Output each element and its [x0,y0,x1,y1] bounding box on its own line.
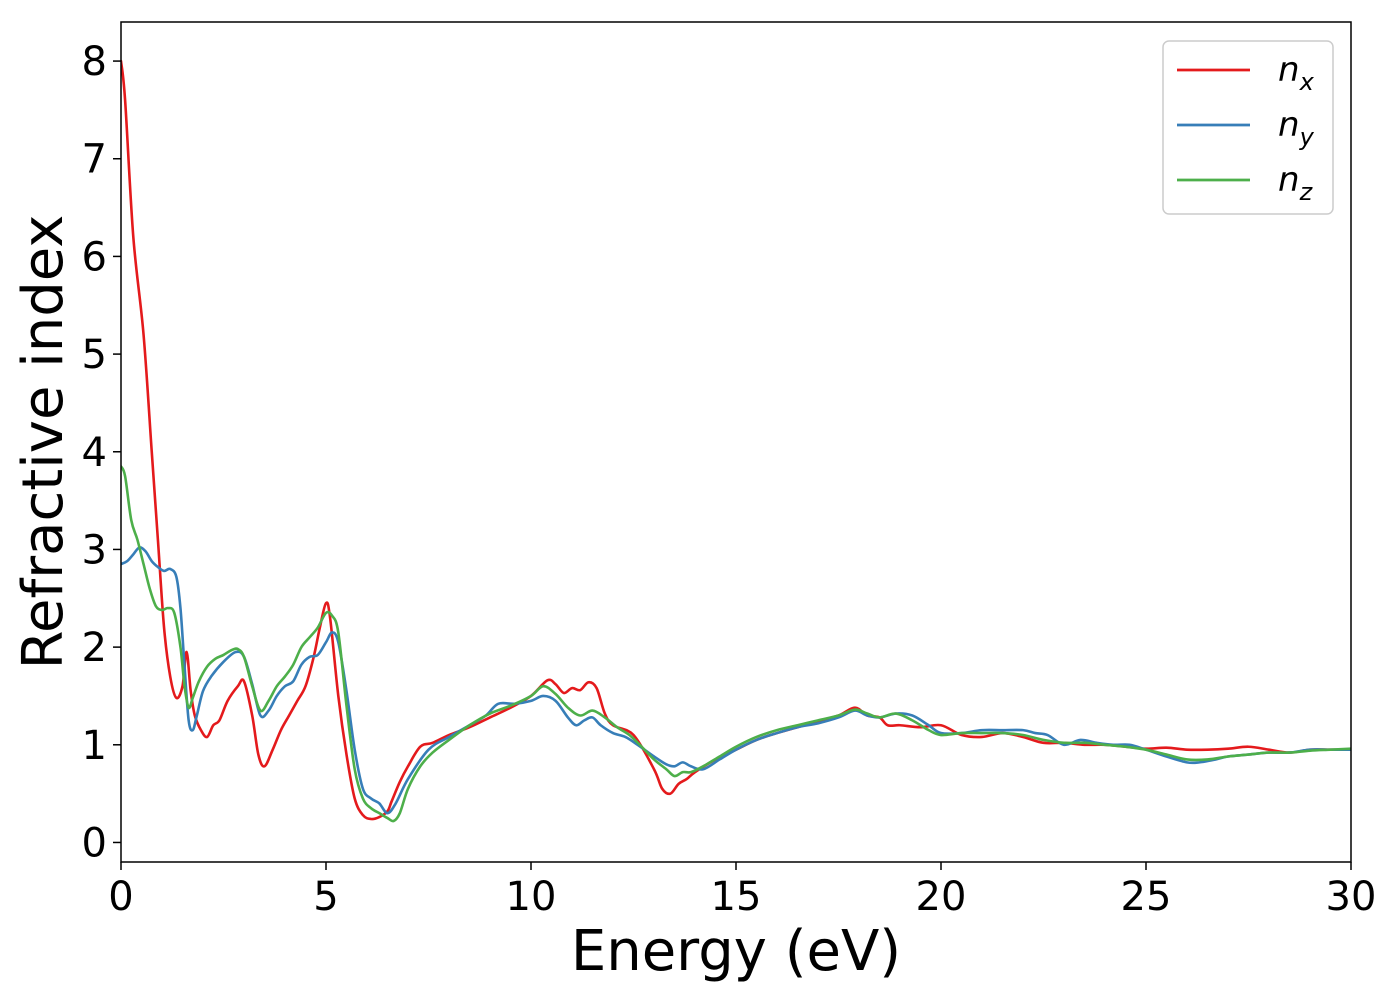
legend-label-subscript: x [1299,68,1315,96]
x-tick-label: 20 [916,874,967,920]
series-line-nz [121,465,1351,823]
legend-label-subscript: z [1299,178,1314,206]
y-tick-label: 2 [82,625,107,671]
y-tick-label: 5 [82,332,107,378]
legend-label-base: n [1278,105,1300,145]
legend-label-base: n [1278,160,1300,200]
x-axis: 0 5 10 15 20 25 30 [108,862,1376,920]
y-tick-label: 0 [82,820,107,866]
x-tick-label: 0 [108,874,133,920]
y-tick-label: 6 [82,234,107,280]
y-tick-label: 1 [82,723,107,769]
y-tick-label: 3 [82,527,107,573]
x-axis-label: Energy (eV) [571,919,901,984]
legend-label-nz: nz [1278,160,1314,206]
legend-label-subscript: y [1299,123,1315,151]
y-tick-label: 7 [82,137,107,183]
legend-label-base: n [1278,50,1300,90]
x-tick-label: 15 [711,874,762,920]
legend-label-ny: ny [1278,105,1315,151]
x-tick-label: 25 [1121,874,1172,920]
y-axis-label: Refractive index [11,215,76,670]
x-tick-label: 10 [506,874,557,920]
y-tick-label: 4 [82,430,107,476]
series-layer [121,59,1351,823]
legend-label-nx: nx [1278,50,1315,96]
y-axis: 0 1 2 3 4 5 6 7 8 [82,39,121,866]
x-tick-label: 5 [313,874,338,920]
legend-box [1162,40,1334,215]
x-tick-label: 30 [1326,874,1377,920]
series-line-ny [121,546,1351,815]
y-tick-label: 8 [82,39,107,85]
